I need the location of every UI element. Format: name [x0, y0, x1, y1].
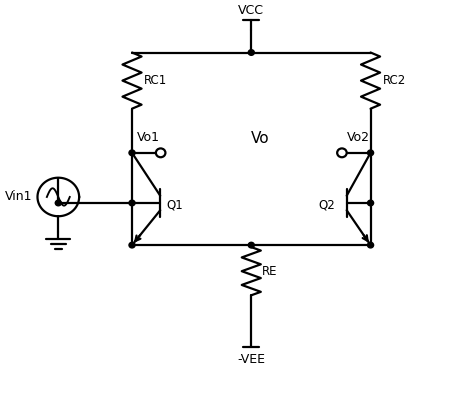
Text: Vo2: Vo2	[346, 131, 370, 144]
Text: Q2: Q2	[319, 199, 335, 212]
Text: RC2: RC2	[382, 74, 406, 87]
Circle shape	[55, 200, 61, 206]
Text: -VEE: -VEE	[237, 353, 266, 366]
Text: RC1: RC1	[144, 74, 167, 87]
Circle shape	[129, 150, 135, 155]
Circle shape	[337, 149, 346, 157]
Text: Q1: Q1	[166, 199, 184, 212]
Text: RE: RE	[262, 265, 278, 278]
Text: Vo: Vo	[251, 131, 269, 146]
Circle shape	[368, 200, 374, 206]
Circle shape	[248, 242, 254, 248]
Circle shape	[129, 242, 135, 248]
Text: Vo1: Vo1	[137, 131, 160, 144]
Circle shape	[368, 242, 374, 248]
Circle shape	[248, 50, 254, 55]
Circle shape	[129, 200, 135, 206]
Circle shape	[368, 150, 374, 155]
Circle shape	[156, 149, 166, 157]
Text: Vin1: Vin1	[5, 190, 32, 204]
Text: VCC: VCC	[238, 4, 264, 17]
